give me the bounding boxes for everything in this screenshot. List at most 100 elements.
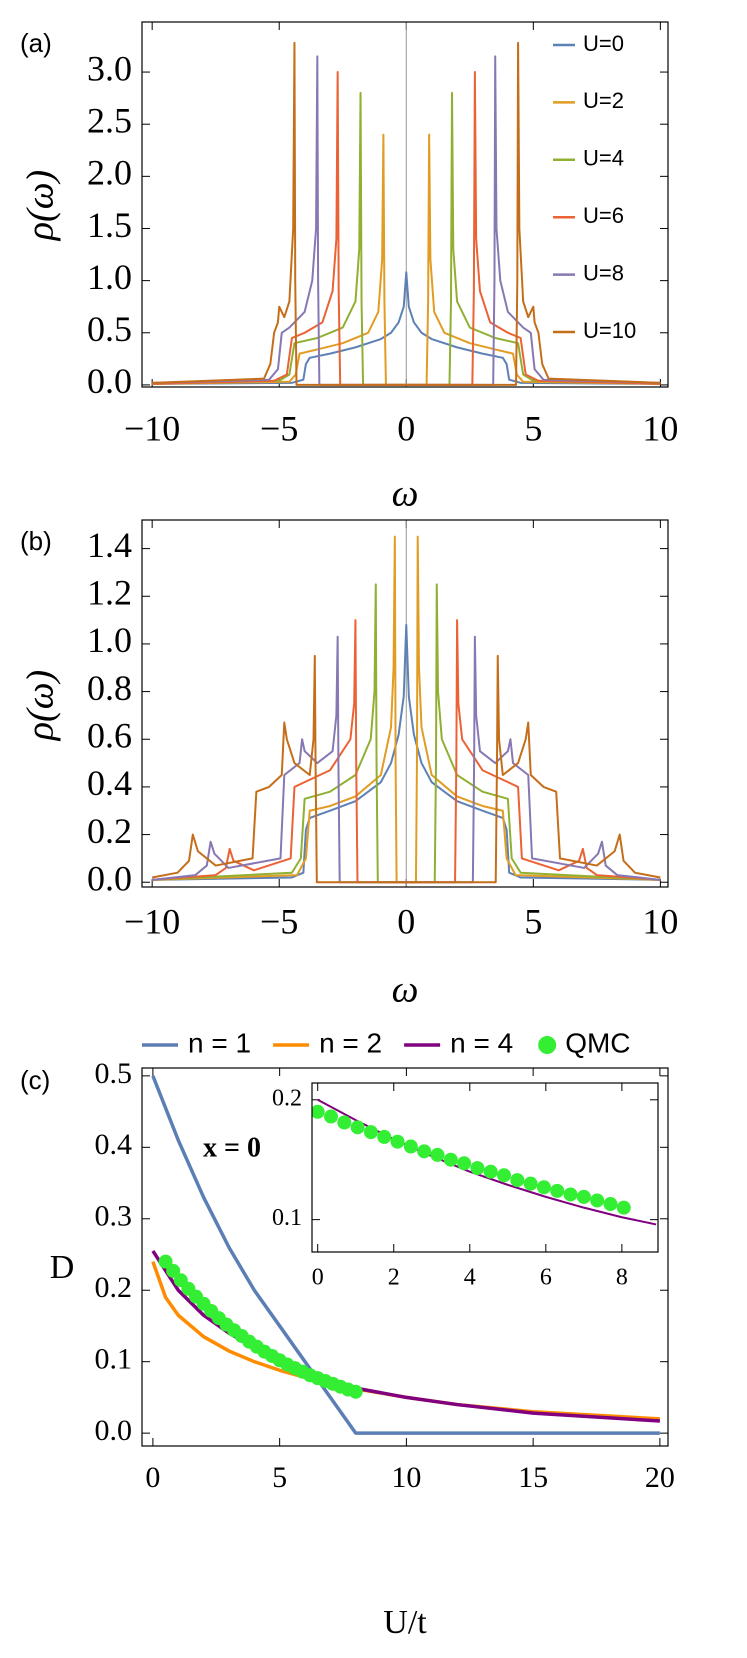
x-tick-label: 10 [642, 408, 678, 448]
data-point [603, 1197, 618, 1212]
legend-label: U=8 [583, 260, 624, 285]
data-point [457, 1156, 472, 1171]
data-point [563, 1187, 578, 1202]
data-point [158, 1254, 173, 1269]
panel-label: (c) [20, 1065, 50, 1095]
y-tick-label: 1.2 [87, 573, 132, 613]
y-tick-label: 0.2 [272, 1085, 302, 1111]
plot-background [142, 22, 668, 387]
data-point [348, 1384, 363, 1399]
data-point [470, 1161, 485, 1176]
legend-label: QMC [565, 1027, 630, 1058]
data-point [616, 1200, 631, 1215]
y-tick-label: 0.0 [95, 1414, 133, 1447]
x-tick-label: 5 [524, 901, 542, 941]
legend-label: n = 4 [450, 1027, 513, 1058]
y-tick-label: 0.8 [87, 668, 132, 708]
data-point [337, 1115, 352, 1130]
plot-area [152, 41, 661, 386]
plot-frame [311, 1082, 659, 1253]
y-tick-label: 1.4 [87, 525, 132, 565]
x-tick-label: 5 [524, 408, 542, 448]
x-tick-label: 8 [616, 1265, 628, 1291]
x-tick-label: 0 [312, 1265, 324, 1291]
x-tick-label: 2 [388, 1265, 400, 1291]
legend-swatch [538, 1036, 557, 1054]
y-tick-label: 2.5 [87, 100, 132, 140]
x-axis-label: U/t [383, 1604, 427, 1641]
data-point [390, 1134, 405, 1149]
data-point [536, 1180, 551, 1195]
data-point [550, 1183, 565, 1198]
x-tick-label: 10 [391, 1461, 421, 1494]
y-tick-label: 0.4 [87, 763, 132, 803]
annotation: x = 0 [203, 1132, 261, 1163]
data-point [377, 1129, 392, 1144]
x-axis-label: ω [392, 473, 419, 515]
y-tick-label: 0.5 [95, 1057, 133, 1090]
x-tick-label: 10 [642, 901, 678, 941]
legend-label: U=4 [583, 146, 624, 171]
data-point [497, 1168, 512, 1183]
y-tick-label: 0.0 [87, 858, 132, 898]
plot-area [151, 535, 661, 884]
plot-frame [141, 519, 669, 888]
y-tick-label: 1.0 [87, 257, 132, 297]
x-tick-label: 6 [540, 1265, 552, 1291]
x-tick-label: 20 [645, 1461, 675, 1494]
y-tick-label: 3.0 [87, 48, 132, 88]
y-axis-label: D [50, 1249, 75, 1286]
x-tick-label: −5 [260, 408, 298, 448]
x-tick-label: −10 [124, 901, 180, 941]
series-line [152, 271, 661, 385]
series-line [152, 41, 661, 386]
legend-label: U=2 [583, 88, 624, 113]
x-tick-label: −10 [124, 408, 180, 448]
y-axis-label: ρ(ω) [20, 170, 62, 241]
data-point [523, 1176, 538, 1191]
data-point [166, 1263, 181, 1278]
data-point [483, 1164, 498, 1179]
x-tick-label: −5 [260, 901, 298, 941]
plot-area [312, 1098, 657, 1226]
data-point [576, 1189, 591, 1204]
data-point [312, 1104, 325, 1119]
y-tick-label: 2.0 [87, 153, 132, 193]
data-point [510, 1173, 525, 1188]
data-point [430, 1147, 445, 1162]
plot-background [312, 1083, 658, 1252]
y-tick-label: 1.5 [87, 205, 132, 245]
legend-label: U=10 [583, 318, 636, 343]
series-line [151, 654, 661, 884]
y-tick-label: 0.2 [87, 811, 132, 851]
x-axis-label: ω [392, 969, 419, 1011]
plot-area [151, 1075, 660, 1435]
legend-label: n = 2 [319, 1027, 382, 1058]
x-tick-label: 0 [145, 1461, 160, 1494]
x-tick-label: 15 [518, 1461, 548, 1494]
data-point [443, 1152, 458, 1167]
x-tick-label: 4 [464, 1265, 476, 1291]
series-line [151, 1075, 660, 1435]
y-tick-label: 1.0 [87, 620, 132, 660]
data-point [590, 1193, 605, 1208]
plot-background [142, 520, 668, 887]
data-point [324, 1109, 339, 1124]
x-tick-label: 5 [272, 1461, 287, 1494]
y-tick-label: 0.1 [272, 1205, 302, 1231]
data-point [403, 1139, 418, 1154]
x-tick-label: 0 [397, 408, 415, 448]
y-axis-label: ρ(ω) [20, 670, 62, 741]
y-tick-label: 0.4 [95, 1128, 133, 1161]
y-tick-label: 0.2 [95, 1271, 133, 1304]
legend-label: n = 1 [188, 1027, 251, 1058]
legend-label: U=6 [583, 203, 624, 228]
legend-label: U=0 [583, 31, 624, 56]
panel-label: (a) [20, 28, 52, 58]
y-tick-label: 0.0 [87, 361, 132, 401]
y-tick-label: 0.5 [87, 309, 132, 349]
data-point [363, 1125, 378, 1140]
y-tick-label: 0.1 [95, 1343, 133, 1376]
